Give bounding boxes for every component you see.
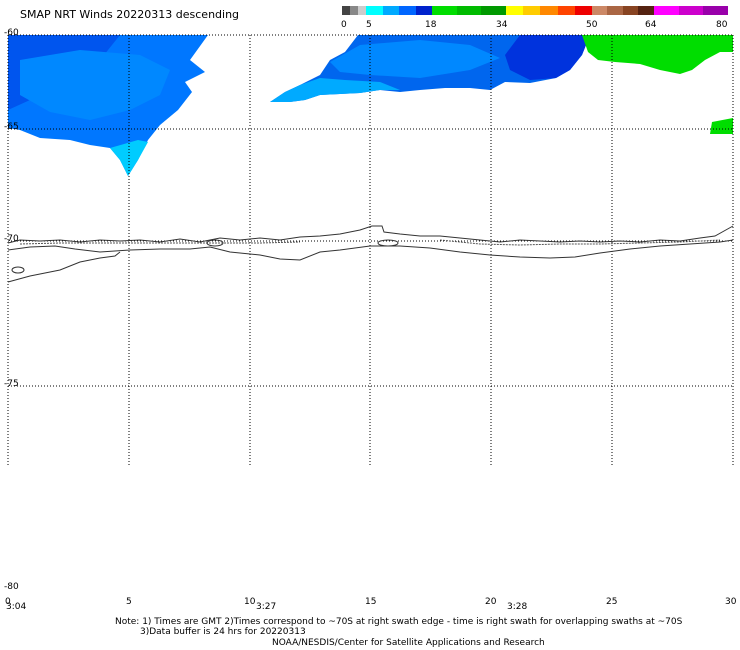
colorbar-label: 5 (366, 20, 372, 30)
colorbar-segment (607, 6, 623, 15)
wind-swath-left-mid (20, 50, 170, 120)
colorbar-segment (350, 6, 358, 15)
colorbar-segment (523, 6, 541, 15)
wind-swath-center-mid (330, 40, 500, 78)
lat-label: -65 (4, 122, 19, 132)
lon-label: 10 (244, 597, 256, 607)
coastline (7, 225, 734, 283)
lat-label: -70 (4, 234, 19, 244)
wind-swath-right-green (582, 35, 733, 74)
colorbar-segment (591, 6, 608, 15)
wind-swath-right-green-small (710, 118, 733, 134)
colorbar-label: 34 (496, 20, 508, 30)
colorbar-segment (399, 6, 416, 15)
colorbar-segment (342, 6, 350, 15)
wind-swath-center-light (270, 78, 400, 102)
colorbar-segment (703, 6, 728, 15)
colorbar-segment (540, 6, 558, 15)
lon-label: 30 (725, 597, 737, 607)
colorbar-label: 50 (586, 20, 598, 30)
colorbar-segment (382, 6, 399, 15)
ice-shelf-edge (19, 239, 721, 246)
colorbar-segment (678, 6, 704, 15)
colorbar-label: 64 (645, 20, 657, 30)
colorbar (342, 6, 728, 15)
colorbar-segment (456, 6, 482, 15)
colorbar-segment (574, 6, 592, 15)
lat-label: -80 (4, 582, 19, 592)
colorbar-label: 18 (425, 20, 437, 30)
lon-label: 25 (606, 597, 618, 607)
lon-label: 0 (5, 597, 11, 607)
colorbar-segment (415, 6, 432, 15)
note-line-2: 3)Data buffer is 24 hrs for 20220313 (140, 627, 306, 637)
colorbar-segment (638, 6, 654, 15)
colorbar-segment (653, 6, 679, 15)
lon-label: 15 (365, 597, 377, 607)
wind-swath-center-dark (505, 35, 590, 80)
credit-line: NOAA/NESDIS/Center for Satellite Applica… (272, 638, 545, 648)
time-label: 3:27 (256, 602, 277, 612)
colorbar-segment (622, 6, 639, 15)
lon-label: 20 (485, 597, 497, 607)
lat-label: -75 (4, 379, 19, 389)
time-label: 3:28 (507, 602, 528, 612)
colorbar-label: 0 (341, 20, 347, 30)
note-line-1: Note: 1) Times are GMT 2)Times correspon… (115, 617, 683, 627)
colorbar-segment (505, 6, 524, 15)
map-title: SMAP NRT Winds 20220313 descending (20, 8, 240, 21)
lon-label: 5 (126, 597, 132, 607)
colorbar-segment (366, 6, 383, 15)
colorbar-segment (432, 6, 457, 15)
colorbar-label: 80 (716, 20, 728, 30)
time-label: 3:04 (6, 602, 27, 612)
lat-label: -60 (4, 28, 19, 38)
colorbar-segment (557, 6, 575, 15)
colorbar-segment (481, 6, 506, 15)
colorbar-segment (358, 6, 366, 15)
